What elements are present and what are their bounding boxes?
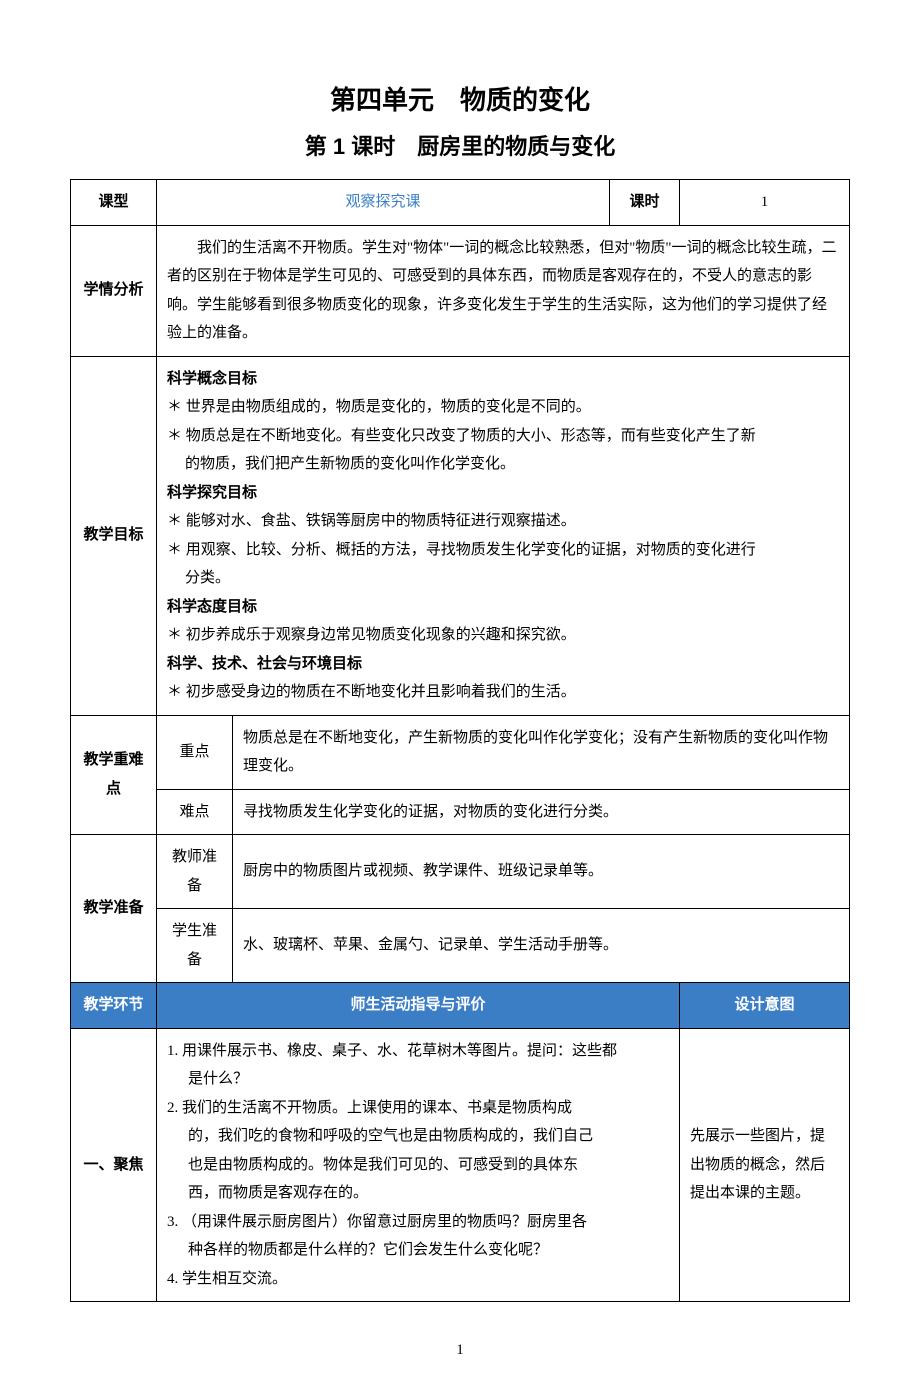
row-difficult: 难点 寻找物质发生化学变化的证据，对物质的变化进行分类。 bbox=[71, 789, 850, 835]
value-class-type: 观察探究课 bbox=[157, 180, 610, 226]
bullet-inquiry-2b: 分类。 bbox=[167, 564, 839, 593]
header-intent: 设计意图 bbox=[680, 983, 850, 1029]
label-preparation: 教学准备 bbox=[71, 835, 157, 983]
focus-2d: 西，而物质是客观存在的。 bbox=[167, 1179, 669, 1208]
label-objectives: 教学目标 bbox=[71, 356, 157, 715]
unit-title: 第四单元 物质的变化 bbox=[70, 80, 850, 117]
row-objectives: 教学目标 科学概念目标 ＊ 世界是由物质组成的，物质是变化的，物质的变化是不同的… bbox=[71, 356, 850, 715]
row-class-type: 课型 观察探究课 课时 1 bbox=[71, 180, 850, 226]
lesson-title: 第 1 课时 厨房里的物质与变化 bbox=[70, 129, 850, 161]
row-student-analysis: 学情分析 我们的生活离不开物质。学生对"物体"一词的概念比较熟悉，但对"物质"一… bbox=[71, 225, 850, 356]
focus-4: 4. 学生相互交流。 bbox=[167, 1265, 669, 1294]
heading-attitude: 科学态度目标 bbox=[167, 593, 839, 622]
focus-2c: 也是由物质构成的。物体是我们可见的、可感受到的具体东 bbox=[167, 1151, 669, 1180]
sublabel-keypoint: 重点 bbox=[157, 715, 233, 789]
label-student-analysis: 学情分析 bbox=[71, 225, 157, 356]
sublabel-student-prep: 学生准备 bbox=[157, 909, 233, 983]
label-key-difficult: 教学重难点 bbox=[71, 715, 157, 835]
label-period: 课时 bbox=[610, 180, 680, 226]
sublabel-difficult: 难点 bbox=[157, 789, 233, 835]
heading-stse: 科学、技术、社会与环境目标 bbox=[167, 650, 839, 679]
focus-1a: 1. 用课件展示书、橡皮、桌子、水、花草树木等图片。提问：这些都 bbox=[167, 1037, 669, 1066]
row-section-header: 教学环节 师生活动指导与评价 设计意图 bbox=[71, 983, 850, 1029]
header-activity: 师生活动指导与评价 bbox=[157, 983, 680, 1029]
heading-inquiry: 科学探究目标 bbox=[167, 479, 839, 508]
value-period: 1 bbox=[680, 180, 850, 226]
row-focus: 一、聚焦 1. 用课件展示书、橡皮、桌子、水、花草树木等图片。提问：这些都 是什… bbox=[71, 1028, 850, 1302]
content-teacher-prep: 厨房中的物质图片或视频、教学课件、班级记录单等。 bbox=[233, 835, 850, 909]
sublabel-teacher-prep: 教师准备 bbox=[157, 835, 233, 909]
content-objectives: 科学概念目标 ＊ 世界是由物质组成的，物质是变化的，物质的变化是不同的。 ＊ 物… bbox=[157, 356, 850, 715]
content-student-analysis: 我们的生活离不开物质。学生对"物体"一词的概念比较熟悉，但对"物质"一词的概念比… bbox=[157, 225, 850, 356]
lesson-plan-table: 课型 观察探究课 课时 1 学情分析 我们的生活离不开物质。学生对"物体"一词的… bbox=[70, 179, 850, 1302]
focus-1b: 是什么？ bbox=[167, 1065, 669, 1094]
bullet-stse-1: ＊ 初步感受身边的物质在不断地变化并且影响着我们的生活。 bbox=[167, 678, 839, 707]
bullet-concept-1: ＊ 世界是由物质组成的，物质是变化的，物质的变化是不同的。 bbox=[167, 393, 839, 422]
content-student-prep: 水、玻璃杯、苹果、金属勺、记录单、学生活动手册等。 bbox=[233, 909, 850, 983]
focus-3b: 种各样的物质都是什么样的？它们会发生什么变化呢？ bbox=[167, 1236, 669, 1265]
focus-3a: 3. （用课件展示厨房图片）你留意过厨房里的物质吗？厨房里各 bbox=[167, 1208, 669, 1237]
content-focus: 1. 用课件展示书、橡皮、桌子、水、花草树木等图片。提问：这些都 是什么？ 2.… bbox=[157, 1028, 680, 1302]
page-number: 1 bbox=[70, 1342, 850, 1359]
content-difficult: 寻找物质发生化学变化的证据，对物质的变化进行分类。 bbox=[233, 789, 850, 835]
heading-concept: 科学概念目标 bbox=[167, 365, 839, 394]
row-keypoint: 教学重难点 重点 物质总是在不断地变化，产生新物质的变化叫作化学变化；没有产生新… bbox=[71, 715, 850, 789]
header-stage: 教学环节 bbox=[71, 983, 157, 1029]
bullet-concept-2b: 的物质，我们把产生新物质的变化叫作化学变化。 bbox=[167, 450, 839, 479]
bullet-inquiry-1: ＊ 能够对水、食盐、铁锅等厨房中的物质特征进行观察描述。 bbox=[167, 507, 839, 536]
row-student-prep: 学生准备 水、玻璃杯、苹果、金属勺、记录单、学生活动手册等。 bbox=[71, 909, 850, 983]
bullet-concept-2a: ＊ 物质总是在不断地变化。有些变化只改变了物质的大小、形态等，而有些变化产生了新 bbox=[167, 422, 839, 451]
label-focus: 一、聚焦 bbox=[71, 1028, 157, 1302]
label-class-type: 课型 bbox=[71, 180, 157, 226]
bullet-inquiry-2a: ＊ 用观察、比较、分析、概括的方法，寻找物质发生化学变化的证据，对物质的变化进行 bbox=[167, 536, 839, 565]
focus-2b: 的，我们吃的食物和呼吸的空气也是由物质构成的，我们自己 bbox=[167, 1122, 669, 1151]
content-keypoint: 物质总是在不断地变化，产生新物质的变化叫作化学变化；没有产生新物质的变化叫作物理… bbox=[233, 715, 850, 789]
row-teacher-prep: 教学准备 教师准备 厨房中的物质图片或视频、教学课件、班级记录单等。 bbox=[71, 835, 850, 909]
focus-2a: 2. 我们的生活离不开物质。上课使用的课本、书桌是物质构成 bbox=[167, 1094, 669, 1123]
bullet-attitude-1: ＊ 初步养成乐于观察身边常见物质变化现象的兴趣和探究欲。 bbox=[167, 621, 839, 650]
intent-focus: 先展示一些图片，提出物质的概念，然后提出本课的主题。 bbox=[680, 1028, 850, 1302]
